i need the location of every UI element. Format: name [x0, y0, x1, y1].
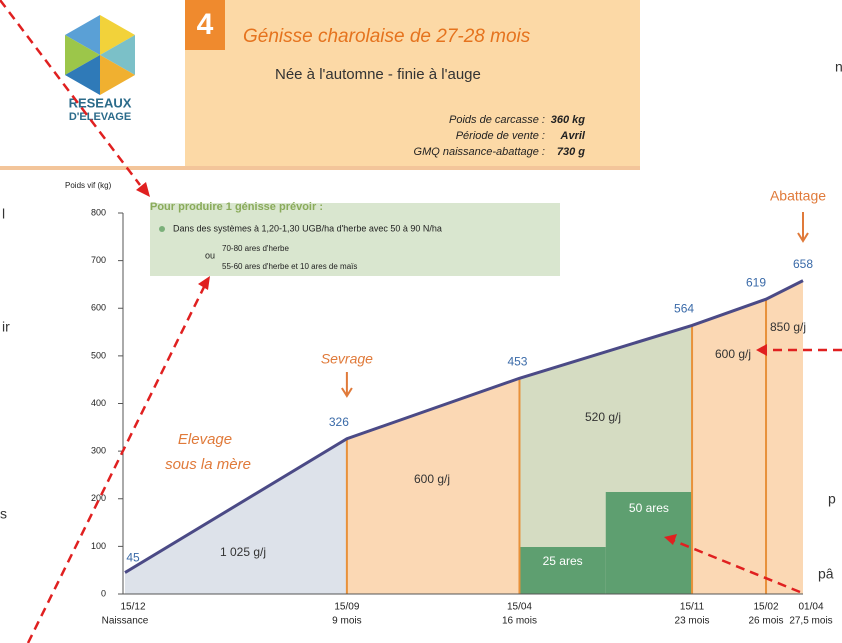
info-box	[150, 203, 560, 276]
arrow	[0, 0, 141, 186]
annotation: Abattage	[770, 188, 826, 204]
pasture-label: 50 ares	[629, 501, 669, 515]
cropped-text: ir	[2, 319, 10, 335]
y-tick-label: 800	[91, 207, 106, 217]
annotation-arrow	[341, 372, 353, 398]
x-date-label: 15/11	[680, 602, 705, 613]
y-tick-label: 700	[91, 255, 106, 265]
value-label: 658	[793, 257, 813, 271]
arrow-head	[136, 182, 150, 197]
box-or: ou	[205, 250, 215, 260]
value-label: 619	[746, 275, 766, 289]
logo-piece	[100, 55, 135, 95]
y-tick-label: 500	[91, 350, 106, 360]
box-option: 70-80 ares d'herbe	[222, 244, 289, 253]
x-date-label: 15/12	[120, 602, 145, 613]
y-axis-label: Poids vif (kg)	[65, 181, 112, 190]
segment-area	[692, 299, 767, 594]
x-age-label: 27,5 mois	[789, 616, 832, 627]
number-box	[185, 0, 225, 50]
logo-text: D'ELEVAGE	[69, 111, 131, 123]
logo-text: RESEAUX	[69, 95, 132, 110]
subtitle: Née à l'automne - finie à l'auge	[275, 66, 481, 83]
value-label: 453	[507, 354, 527, 368]
logo-piece	[65, 15, 100, 55]
box-option: 55-60 ares d'herbe et 10 ares de maïs	[222, 262, 357, 271]
logo-piece	[65, 35, 100, 75]
value-label: 45	[126, 551, 140, 565]
arrow-head	[756, 344, 767, 356]
x-date-label: 15/02	[754, 602, 779, 613]
value-label: 564	[674, 302, 694, 316]
y-tick-label: 300	[91, 446, 106, 456]
bullet	[159, 226, 165, 232]
info-label: Poids de carcasse :	[449, 114, 545, 126]
annotation-arrow	[797, 212, 809, 243]
cropped-text: s	[0, 506, 7, 522]
y-tick-label: 100	[91, 541, 106, 551]
x-date-label: 01/04	[798, 602, 823, 613]
header-rule	[0, 166, 640, 170]
x-age-label: 23 mois	[675, 616, 710, 627]
box-title: Pour produire 1 génisse prévoir :	[150, 201, 323, 213]
x-date-label: 15/09	[334, 602, 359, 613]
y-tick-label: 0	[101, 588, 106, 598]
arrow	[26, 284, 207, 643]
segment-area	[125, 438, 347, 594]
pasture-block	[605, 492, 693, 594]
arrow-head	[198, 276, 210, 290]
annotation: sous la mère	[165, 456, 251, 473]
y-tick-label: 400	[91, 398, 106, 408]
cropped-text: l	[2, 206, 5, 222]
gain-label: 850 g/j	[770, 320, 806, 334]
annotation: Elevage	[178, 431, 232, 448]
annotation: Sevrage	[321, 351, 373, 367]
header-band	[185, 0, 640, 166]
cropped-text: p	[828, 491, 836, 507]
segment-area	[346, 378, 520, 594]
cropped-text: pâ	[818, 566, 834, 582]
x-date-label: 15/04	[507, 602, 532, 613]
value-label: 326	[329, 415, 349, 429]
plot: Poids vif (kg) 25 ares 50 ares 0 100 200 300 40…	[65, 181, 833, 627]
y-tick-label: 600	[91, 303, 106, 313]
gain-label: 520 g/j	[585, 410, 621, 424]
y-tick-label: 200	[91, 493, 106, 503]
segment-area	[766, 280, 803, 594]
gain-label: 600 g/j	[414, 472, 450, 486]
x-age-label: Naissance	[102, 616, 149, 627]
gain-label: 600 g/j	[715, 347, 751, 361]
logo-piece	[100, 35, 135, 75]
logo-piece	[65, 55, 100, 95]
x-age-label: 16 mois	[502, 616, 537, 627]
gain-label: 1 025 g/j	[220, 545, 266, 559]
info-value: Avril	[560, 130, 586, 142]
logo	[65, 15, 135, 95]
arrow	[671, 538, 801, 594]
info-label: GMQ naissance-abattage :	[414, 146, 545, 158]
info-value: 730 g	[557, 146, 585, 158]
sheet-number: 4	[197, 8, 214, 41]
pasture-label: 25 ares	[543, 554, 583, 568]
logo-piece	[100, 15, 135, 55]
title: Génisse charolaise de 27-28 mois	[243, 26, 531, 47]
arrow-heads	[136, 182, 767, 545]
pasture-block	[519, 547, 606, 594]
info-label: Période de vente :	[456, 130, 545, 142]
cropped-text: n	[835, 59, 842, 75]
info-value: 360 kg	[551, 114, 586, 126]
weight-line	[124, 279, 804, 574]
arrow-head	[664, 534, 677, 545]
x-age-label: 26 mois	[749, 616, 784, 627]
box-item: Dans des systèmes à 1,20-1,30 UGB/ha d'h…	[173, 223, 442, 233]
x-age-label: 9 mois	[332, 616, 361, 627]
